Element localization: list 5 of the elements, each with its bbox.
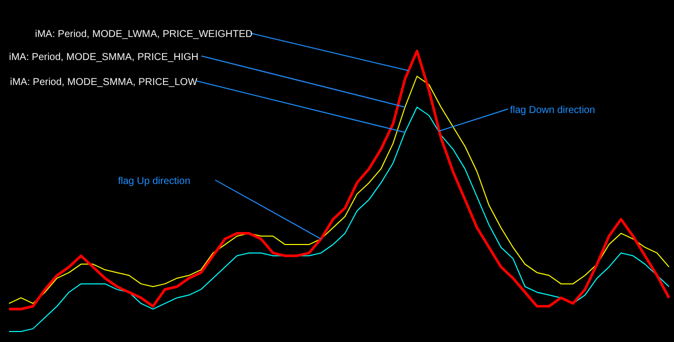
text: iMA: Period, MODE_LWMA, PRICE_WEIGHTED [35,29,253,40]
annotation: iMA: Period, MODE_SMMA, PRICE_LOW [10,77,198,88]
annotation: flag Up direction [118,176,190,187]
annotation: flag Down direction [510,105,596,116]
annotation: iMA: Period, MODE_SMMA, PRICE_HIGH [9,52,198,63]
